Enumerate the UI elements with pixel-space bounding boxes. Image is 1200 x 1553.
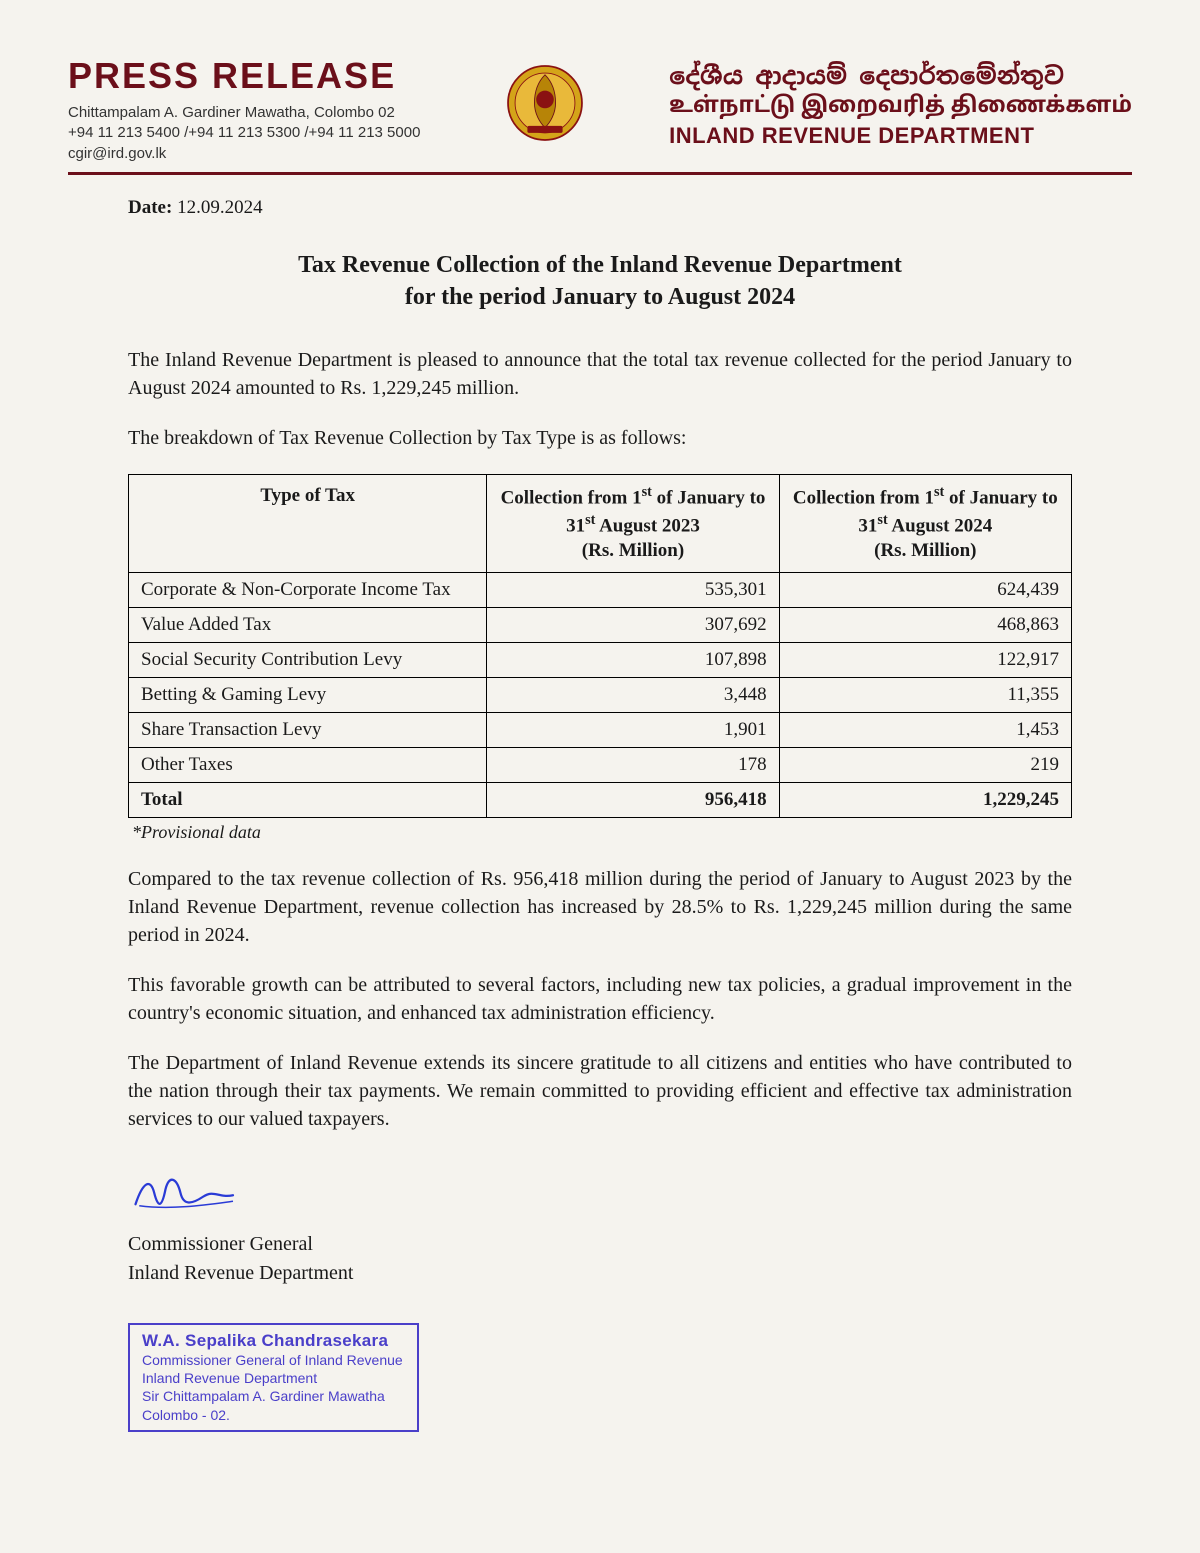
signatory-org: Inland Revenue Department [128, 1262, 1072, 1285]
department-name-sinhala: දේශීය ආදායම් දෙපාර්තමේන්තුව [669, 61, 1132, 92]
title-line-2: for the period January to August 2024 [210, 281, 990, 313]
table-row-total: Total956,4181,229,245 [129, 783, 1072, 818]
cell-amount-2024: 468,863 [779, 608, 1071, 643]
cell-total-2023: 956,418 [487, 783, 779, 818]
stamp-name: W.A. Sepalika Chandrasekara [142, 1331, 403, 1351]
tax-table: Type of Tax Collection from 1st of Janua… [128, 474, 1072, 819]
cell-tax-type: Value Added Tax [129, 608, 487, 643]
col-header-2023: Collection from 1st of January to 31st A… [487, 474, 779, 573]
table-row: Social Security Contribution Levy107,898… [129, 643, 1072, 678]
date-value: 12.09.2024 [172, 197, 262, 218]
letterhead: PRESS RELEASE Chittampalam A. Gardiner M… [68, 55, 1132, 164]
letterhead-right: දේශීය ආදායම් දෙපාර්තමේන්තුව உள்நாட்டு இற… [669, 55, 1132, 149]
header-divider [68, 172, 1132, 175]
national-emblem [501, 55, 589, 152]
table-row: Value Added Tax307,692468,863 [129, 608, 1072, 643]
table-row: Corporate & Non-Corporate Income Tax535,… [129, 573, 1072, 608]
cell-amount-2024: 1,453 [779, 713, 1071, 748]
cell-amount-2024: 122,917 [779, 643, 1071, 678]
table-row: Other Taxes178219 [129, 748, 1072, 783]
col-header-2024: Collection from 1st of January to 31st A… [779, 474, 1071, 573]
stamp-line-3: Sir Chittampalam A. Gardiner Mawatha [142, 1387, 403, 1405]
cell-amount-2023: 1,901 [487, 713, 779, 748]
cell-amount-2024: 624,439 [779, 573, 1071, 608]
signature-block: Commissioner General Inland Revenue Depa… [128, 1163, 1072, 1285]
document-title: Tax Revenue Collection of the Inland Rev… [210, 249, 990, 314]
table-row: Betting & Gaming Levy3,44811,355 [129, 678, 1072, 713]
official-stamp: W.A. Sepalika Chandrasekara Commissioner… [128, 1323, 419, 1432]
table-row: Share Transaction Levy1,9011,453 [129, 713, 1072, 748]
cell-amount-2023: 178 [487, 748, 779, 783]
email-line: cgir@ird.gov.lk [68, 144, 420, 164]
paragraph-comparison: Compared to the tax revenue collection o… [128, 865, 1072, 949]
date-label: Date: [128, 197, 172, 218]
cell-amount-2024: 11,355 [779, 678, 1071, 713]
signatory-role: Commissioner General [128, 1233, 1072, 1256]
department-name-tamil: உள்நாட்டு இறைவரித் திணைக்களம் [669, 94, 1132, 121]
cell-tax-type: Share Transaction Levy [129, 713, 487, 748]
stamp-line-2: Inland Revenue Department [142, 1369, 403, 1387]
emblem-icon [501, 59, 589, 147]
title-line-1: Tax Revenue Collection of the Inland Rev… [210, 249, 990, 281]
letterhead-left: PRESS RELEASE Chittampalam A. Gardiner M… [68, 55, 420, 164]
cell-total-label: Total [129, 783, 487, 818]
press-release-heading: PRESS RELEASE [68, 55, 420, 97]
department-name-english: INLAND REVENUE DEPARTMENT [669, 123, 1132, 149]
paragraph-growth: This favorable growth can be attributed … [128, 971, 1072, 1027]
cell-total-2024: 1,229,245 [779, 783, 1071, 818]
cell-amount-2023: 535,301 [487, 573, 779, 608]
signature-icon [128, 1163, 248, 1223]
stamp-line-4: Colombo - 02. [142, 1406, 403, 1424]
address-line-1: Chittampalam A. Gardiner Mawatha, Colomb… [68, 103, 420, 123]
cell-tax-type: Social Security Contribution Levy [129, 643, 487, 678]
cell-amount-2023: 107,898 [487, 643, 779, 678]
table-header-row: Type of Tax Collection from 1st of Janua… [129, 474, 1072, 573]
col-header-type: Type of Tax [129, 474, 487, 573]
paragraph-breakdown-lead: The breakdown of Tax Revenue Collection … [128, 424, 1072, 452]
cell-tax-type: Other Taxes [129, 748, 487, 783]
date-line: Date: 12.09.2024 [128, 197, 1132, 219]
table-footnote: *Provisional data [132, 822, 1072, 843]
cell-tax-type: Betting & Gaming Levy [129, 678, 487, 713]
paragraph-gratitude: The Department of Inland Revenue extends… [128, 1049, 1072, 1133]
address-line-2: +94 11 213 5400 /+94 11 213 5300 /+94 11… [68, 123, 420, 143]
cell-amount-2023: 307,692 [487, 608, 779, 643]
cell-amount-2023: 3,448 [487, 678, 779, 713]
stamp-line-1: Commissioner General of Inland Revenue [142, 1351, 403, 1369]
paragraph-intro: The Inland Revenue Department is pleased… [128, 346, 1072, 402]
cell-amount-2024: 219 [779, 748, 1071, 783]
cell-tax-type: Corporate & Non-Corporate Income Tax [129, 573, 487, 608]
